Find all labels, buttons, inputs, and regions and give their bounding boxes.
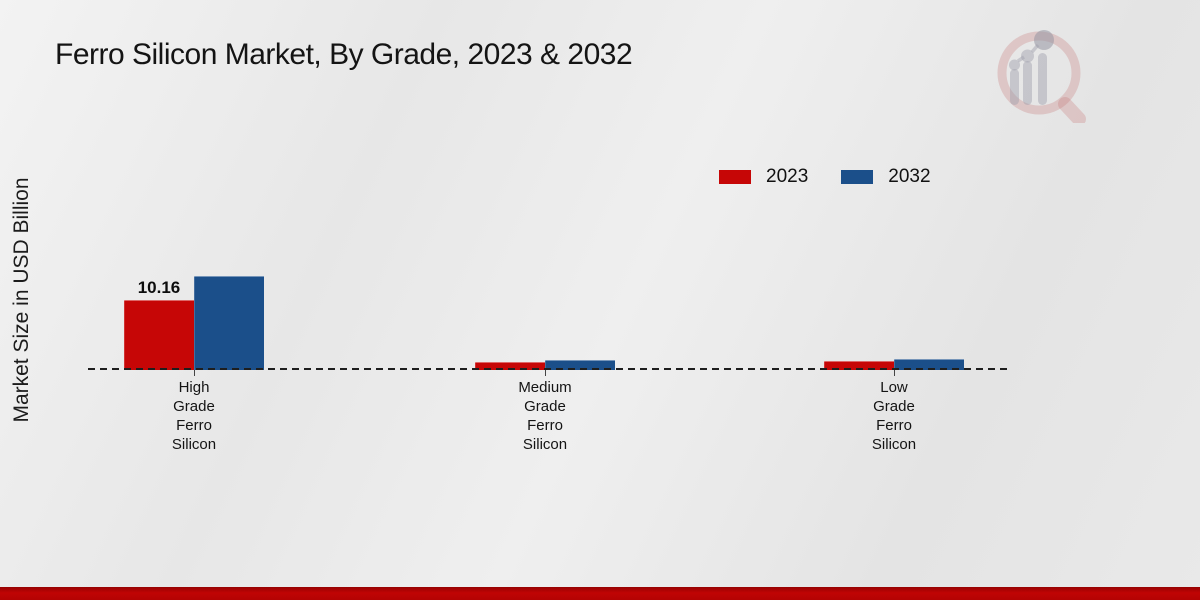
- bar-2032-high-grade-ferro-silicon: [194, 276, 264, 370]
- bar-2023-high-grade-ferro-silicon: [124, 300, 194, 370]
- legend-label: 2023: [766, 166, 809, 187]
- mrfr-watermark-logo: [997, 30, 1086, 123]
- legend: 2023 2032: [719, 166, 931, 188]
- footer-red-band: [0, 587, 1200, 600]
- bar-2032-medium-grade-ferro-silicon: [545, 360, 615, 370]
- category-label-medium-grade-ferro-silicon: Medium Grade Ferro Silicon: [518, 379, 572, 453]
- bar-2023-medium-grade-ferro-silicon: [475, 362, 545, 370]
- axis-tick: [545, 370, 546, 376]
- legend-label: 2032: [888, 166, 931, 187]
- category-label-low-grade-ferro-silicon: Low Grade Ferro Silicon: [871, 379, 917, 453]
- legend-item-2032: 2032: [841, 166, 931, 188]
- legend-item-2023: 2023: [719, 166, 808, 188]
- bar-2032-low-grade-ferro-silicon: [894, 359, 964, 370]
- x-axis-dashed-baseline: [88, 368, 1008, 370]
- axis-tick: [894, 370, 895, 376]
- category-label-high-grade-ferro-silicon: High Grade Ferro Silicon: [171, 379, 217, 453]
- bar-2023-low-grade-ferro-silicon: [824, 361, 894, 370]
- bar-value-label: 10.16: [137, 278, 181, 297]
- bar-chart-icon: [1009, 30, 1054, 105]
- legend-swatch-2032: [841, 170, 874, 184]
- axis-tick: [194, 370, 195, 376]
- legend-swatch-2023: [719, 170, 751, 184]
- chart-title: Ferro Silicon Market, By Grade, 2023 & 2…: [55, 38, 633, 71]
